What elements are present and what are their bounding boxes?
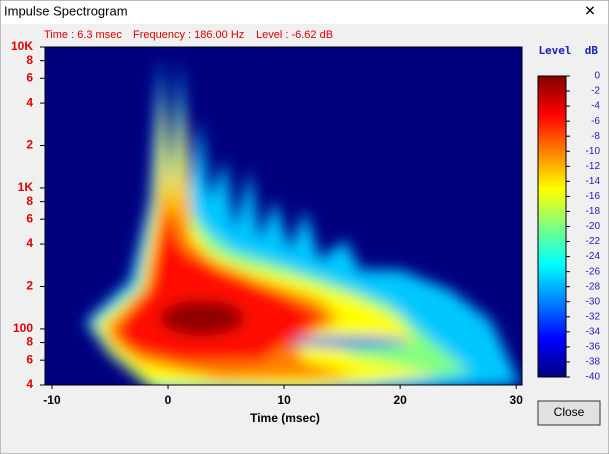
level-region (290, 337, 410, 347)
x-tick-label: 30 (510, 393, 524, 407)
x-tick-label: 20 (393, 393, 407, 407)
close-button[interactable]: Close (537, 400, 601, 426)
colorbar-label: Level (538, 44, 571, 57)
x-tick-label: 10 (277, 393, 291, 407)
y-tick-label: 8 (26, 335, 33, 349)
y-tick-label: 6 (26, 352, 33, 366)
colorbar-tick-label: -34 (586, 326, 601, 337)
close-icon[interactable]: ✕ (584, 3, 596, 19)
colorbar-tick-label: -28 (586, 281, 601, 292)
colorbar-tick-label: -26 (586, 266, 601, 277)
y-tick-label: 4 (26, 236, 33, 250)
colorbar-tick-label: -22 (586, 236, 601, 247)
colorbar-tick-label: -16 (586, 191, 601, 202)
colorbar-tick-label: -36 (586, 342, 601, 353)
colorbar-tick-label: -38 (586, 357, 601, 368)
status-level: Level : -6.62 dB (256, 29, 333, 41)
colorbar-tick-label: 0 (594, 71, 600, 82)
plot-frame (44, 46, 523, 386)
plot (44, 46, 523, 386)
y-tick-label: 1K (18, 180, 34, 194)
x-axis-label: Time (msec) (250, 411, 320, 425)
spectrogram-image (85, 55, 520, 385)
colorbar (537, 75, 567, 378)
colorbar-tick-label: -24 (586, 251, 601, 262)
title-bar (1, 1, 608, 24)
x-tick-label: 0 (165, 393, 172, 407)
y-tick-label: 4 (26, 95, 33, 109)
colorbar-tick-label: -20 (586, 221, 601, 232)
colorbar-tick-label: -10 (586, 146, 601, 157)
y-tick-label: 8 (26, 194, 33, 208)
y-tick-label: 2 (26, 279, 33, 293)
y-tick-label: 8 (26, 53, 33, 67)
colorbar-tick-label: -6 (591, 116, 600, 127)
colorbar-tick-label: -18 (586, 206, 601, 217)
y-tick-label: 100 (13, 321, 33, 335)
colorbar-unit: dB (585, 44, 599, 57)
colorbar-tick-label: -12 (586, 161, 601, 172)
window-title: Impulse Spectrogram (4, 3, 128, 18)
y-tick-label: 2 (26, 138, 33, 152)
x-tick-label: -10 (43, 393, 61, 407)
colorbar-tick-label: -30 (586, 296, 601, 307)
colorbar-tick-label: -2 (591, 86, 600, 97)
level-region (160, 300, 244, 336)
y-tick-label: 6 (26, 70, 33, 84)
y-tick-label: 10K (11, 39, 33, 53)
close-button-box[interactable] (537, 400, 601, 426)
close-button-label[interactable]: Close (554, 405, 585, 419)
status-frequency: Frequency : 186.00 Hz (133, 29, 244, 41)
y-tick-label: 4 (26, 377, 33, 391)
y-tick-label: 6 (26, 211, 33, 225)
colorbar-tick-label: -32 (586, 311, 601, 322)
status-time: Time : 6.3 msec (44, 29, 122, 41)
colorbar-tick-label: -14 (586, 176, 601, 187)
colorbar-tick-label: -4 (591, 101, 600, 112)
colorbar-tick-label: -8 (591, 131, 600, 142)
colorbar-tick-label: -40 (586, 372, 601, 383)
